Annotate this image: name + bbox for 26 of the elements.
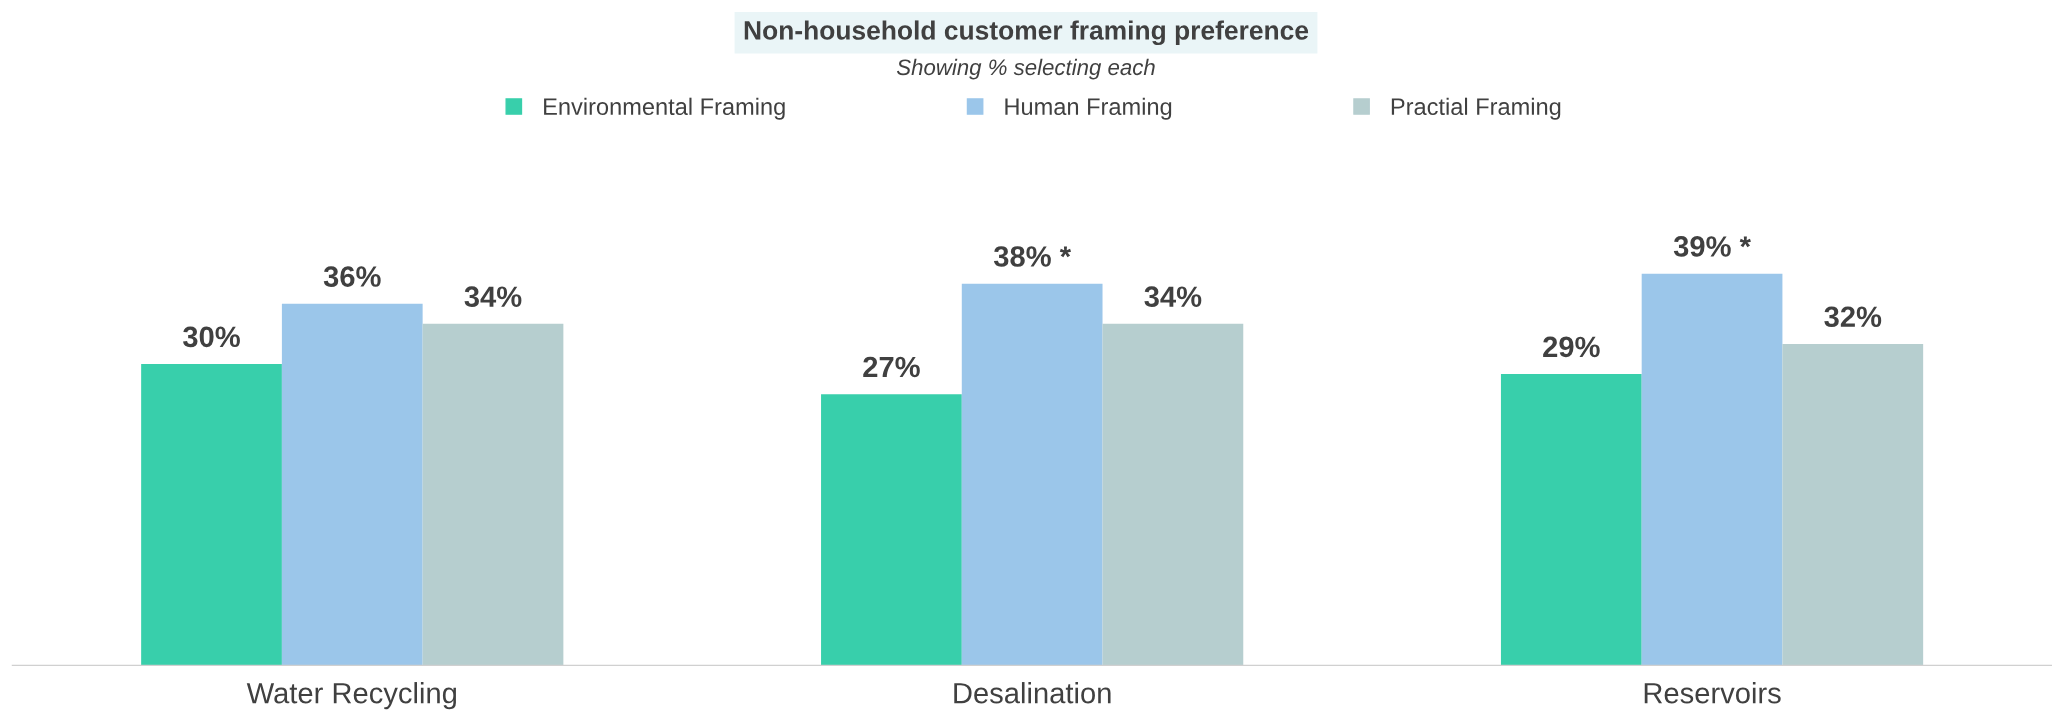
chart-subtitle: Showing % selecting each (896, 58, 1155, 80)
data-label: 29% (1543, 336, 1600, 358)
bar (1641, 273, 1783, 666)
bar (281, 303, 423, 666)
bar (961, 283, 1103, 666)
data-label: 34% (464, 286, 522, 308)
data-label: 39% * (1673, 236, 1751, 257)
data-label: 34% (1144, 286, 1202, 308)
bar (422, 323, 564, 666)
legend-label: Practial Framing (1391, 97, 1561, 120)
data-label: 27% (863, 356, 920, 378)
data-label: 36% (323, 266, 381, 287)
bar (141, 364, 282, 666)
data-label: 30% (183, 326, 240, 348)
data-label: 38% * (993, 246, 1072, 267)
x-tick-label: Reservoirs (1644, 682, 1781, 704)
bar (1500, 374, 1642, 666)
chart-title: Non-household customer framing preference (744, 20, 1309, 46)
legend-label: Human Framing (1005, 97, 1172, 120)
x-tick-label: Desalination (954, 682, 1111, 704)
legend-label: Environmental Framing (544, 97, 785, 120)
x-tick-label: Water Recycling (246, 682, 456, 710)
data-label: 32% (1824, 306, 1882, 328)
bar (1102, 323, 1244, 666)
bar (821, 394, 962, 666)
bar (1782, 343, 1924, 666)
